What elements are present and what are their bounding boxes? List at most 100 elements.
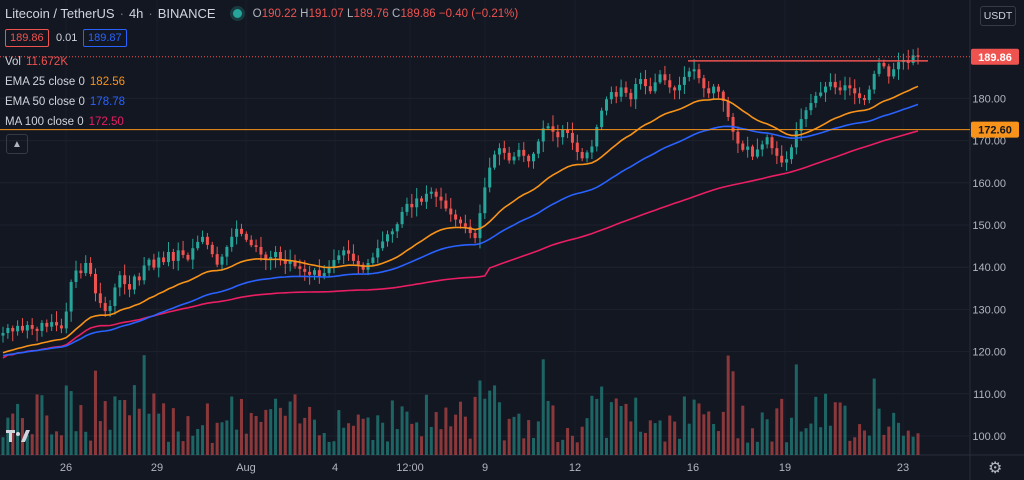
chevron-up-icon: ▲ [12, 139, 22, 150]
volume-bar [649, 420, 652, 455]
volume-bar [391, 400, 394, 455]
gear-icon[interactable]: ⚙ [988, 458, 1002, 478]
candle-body [780, 156, 783, 163]
candle-body [55, 322, 58, 325]
volume-bar [274, 399, 277, 455]
candle-body [420, 198, 423, 201]
volume-bar [74, 431, 77, 455]
candle-body [182, 250, 185, 255]
volume-bar [294, 394, 297, 455]
price-axis: 100.00110.00120.00130.00140.00150.00160.… [971, 49, 1019, 443]
candle-body [162, 257, 165, 262]
candle-body [702, 78, 705, 88]
candle-body [104, 303, 107, 311]
candle-body [746, 147, 749, 150]
candle-body [805, 110, 808, 119]
tradingview-logo-icon[interactable] [6, 428, 32, 446]
candle-body [790, 147, 793, 159]
candle-body [663, 74, 666, 80]
volume-bar [712, 424, 715, 455]
candle-body [45, 323, 48, 327]
candle-body [118, 275, 121, 287]
candle-body [800, 119, 803, 131]
volume-bar [211, 443, 214, 455]
candle-body [94, 274, 97, 293]
candle-body [668, 80, 671, 87]
volume-bar [668, 416, 671, 455]
ema50-legend[interactable]: EMA 50 close 0 178.78 [5, 96, 125, 108]
candle-body [245, 234, 248, 240]
buy-button[interactable]: 189.87 [83, 29, 127, 47]
volume-bar [376, 415, 379, 455]
volume-bar [683, 396, 686, 455]
volume-bar [133, 385, 136, 455]
candle-body [551, 126, 554, 131]
volume-bar [60, 435, 63, 455]
volume-bar [571, 436, 574, 455]
volume-bar [298, 423, 301, 455]
candle-body [493, 155, 496, 168]
volume-legend[interactable]: Vol 11.672K [5, 56, 68, 68]
ema25-legend[interactable]: EMA 25 close 0 182.56 [5, 76, 125, 88]
candle-body [342, 250, 345, 255]
currency-button[interactable]: USDT [980, 6, 1016, 26]
volume-bar [551, 405, 554, 455]
close-value: 189.86 [401, 8, 436, 20]
candle-body [809, 103, 812, 110]
candle-body [381, 241, 384, 248]
time-axis: 26 29 Aug 4 12:00 9 12 16 19 23 [60, 462, 909, 474]
interval-label[interactable]: 4h [129, 6, 143, 21]
ema50-label: EMA 50 close 0 [5, 96, 85, 108]
candle-body [878, 63, 881, 74]
volume-bar [644, 433, 647, 455]
candle-body [303, 269, 306, 272]
ma100-legend[interactable]: MA 100 close 0 172.50 [5, 116, 124, 128]
candle-body [26, 325, 29, 330]
candle-body [712, 87, 715, 94]
candle-body [435, 192, 438, 197]
volume-bar [148, 414, 151, 455]
candle-body [649, 86, 652, 91]
volume-bar [401, 406, 404, 455]
volume-bar [586, 418, 589, 455]
candle-body [152, 260, 155, 268]
collapse-legend-button[interactable]: ▲ [6, 134, 28, 154]
candle-body [186, 255, 189, 260]
candles [1, 48, 919, 343]
candle-body [693, 69, 696, 71]
candle-body [741, 144, 744, 150]
candle-body [843, 85, 846, 90]
candle-body [225, 247, 228, 257]
ohlc-values: O 190.22 H 191.07 L 189.76 C 189.86 −0.4… [253, 8, 519, 20]
exchange-label: BINANCE [158, 6, 216, 21]
volume-bar [527, 420, 530, 455]
time-tick-label: 9 [482, 462, 488, 474]
volume-bar [678, 439, 681, 455]
candle-body [824, 87, 827, 93]
candle-body [814, 96, 817, 103]
candle-body [644, 79, 647, 86]
candle-body [99, 293, 102, 303]
symbol-name[interactable]: Litecoin / TetherUS [5, 6, 115, 21]
candle-body [464, 223, 467, 226]
candle-body [571, 133, 574, 143]
volume-bar [328, 442, 331, 455]
candle-body [74, 271, 77, 282]
volume-bar [206, 403, 209, 455]
volume-bar [824, 394, 827, 455]
candle-body [673, 87, 676, 90]
price-tick-label: 120.00 [972, 347, 1006, 359]
volume-bar [36, 395, 39, 455]
candle-body [576, 143, 579, 152]
volume-bar [118, 400, 121, 455]
candle-body [405, 204, 408, 212]
volume-bar [381, 423, 384, 455]
candle-body [337, 255, 340, 260]
price-chart[interactable]: 100.00110.00120.00130.00140.00150.00160.… [0, 0, 1024, 480]
volume-bar [517, 414, 520, 455]
sell-button[interactable]: 189.86 [5, 29, 49, 47]
volume-bar [1, 437, 4, 455]
candle-body [882, 63, 885, 66]
volume-bar [887, 427, 890, 455]
candle-body [332, 260, 335, 267]
